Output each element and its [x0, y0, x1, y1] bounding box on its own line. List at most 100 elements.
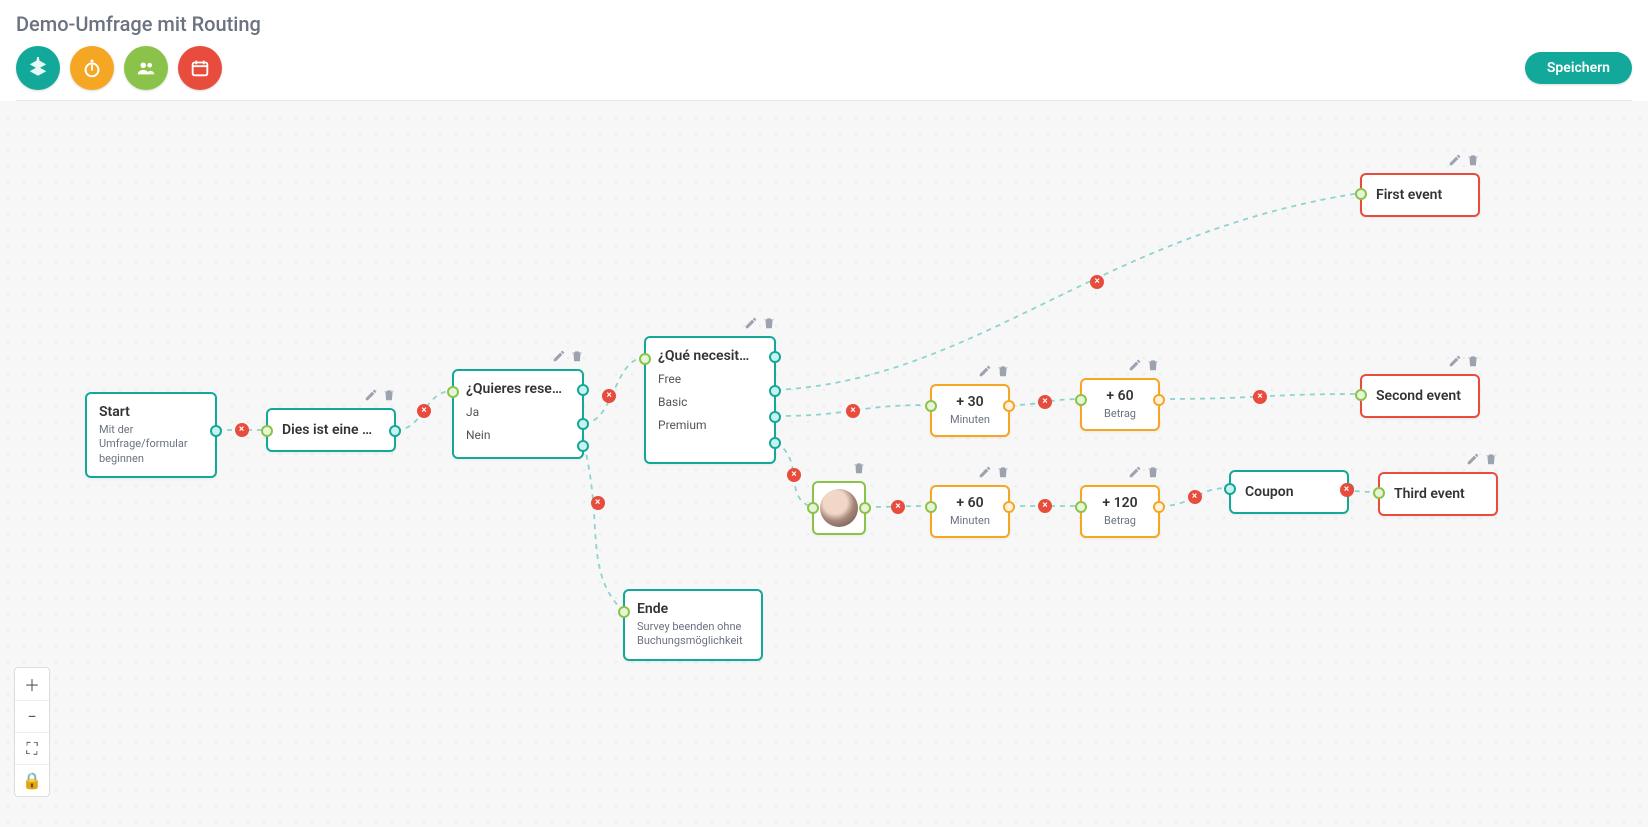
edge-delete-icon[interactable]: × [787, 468, 801, 482]
port-in[interactable] [1075, 394, 1087, 406]
edit-icon[interactable] [1128, 358, 1142, 376]
port-in[interactable] [261, 425, 273, 437]
node-actions [1448, 354, 1480, 372]
port-in[interactable] [639, 353, 651, 365]
trash-icon[interactable] [996, 364, 1010, 382]
edit-icon[interactable] [1466, 452, 1480, 470]
trash-icon[interactable] [1484, 452, 1498, 470]
port-out[interactable] [210, 425, 222, 437]
port-out[interactable] [577, 384, 589, 396]
edge-delete-icon[interactable]: × [846, 404, 860, 418]
port-option[interactable] [769, 411, 781, 423]
node-title: + 120 [1096, 495, 1144, 511]
node-ev2[interactable]: Second event [1360, 374, 1480, 418]
port-in[interactable] [925, 400, 937, 412]
port-option[interactable] [577, 440, 589, 452]
trash-icon[interactable] [570, 349, 584, 367]
trash-icon[interactable] [1146, 465, 1160, 483]
trash-icon[interactable] [1146, 358, 1160, 376]
edit-icon[interactable] [364, 388, 378, 406]
trash-icon[interactable] [1466, 153, 1480, 171]
edge-delete-icon[interactable]: × [1340, 483, 1354, 497]
node-add60b[interactable]: + 60Betrag [1080, 378, 1160, 431]
edge-delete-icon[interactable]: × [1038, 395, 1052, 409]
flow-canvas[interactable]: ＋ − ⛶ 🔒 StartMit der Umfrage/formular be… [0, 110, 1648, 827]
port-out[interactable] [1153, 394, 1165, 406]
zoom-in-button[interactable]: ＋ [15, 668, 49, 700]
edit-icon[interactable] [552, 349, 566, 367]
tool-add-layer-button[interactable]: + [16, 46, 60, 90]
port-out[interactable] [769, 351, 781, 363]
trash-icon[interactable] [762, 316, 776, 334]
port-in[interactable] [1373, 487, 1385, 499]
edit-icon[interactable] [744, 316, 758, 334]
node-actions [364, 388, 396, 406]
node-add120[interactable]: + 120Betrag [1080, 485, 1160, 538]
port-out[interactable] [1003, 501, 1015, 513]
edge-delete-icon[interactable]: × [1038, 499, 1052, 513]
tool-timer-button[interactable] [70, 46, 114, 90]
node-avatar[interactable] [812, 481, 866, 535]
node-actions [978, 465, 1010, 483]
node-end[interactable]: EndeSurvey beenden ohne Buchungsmöglichk… [623, 589, 763, 661]
port-in[interactable] [618, 606, 630, 618]
node-add30[interactable]: + 30Minuten [930, 384, 1010, 437]
port-out[interactable] [1003, 400, 1015, 412]
edge-delete-icon[interactable]: × [1253, 390, 1267, 404]
node-options: JaNein [466, 405, 570, 442]
edit-icon[interactable] [1448, 153, 1462, 171]
node-title: + 30 [946, 394, 994, 410]
edit-icon[interactable] [1448, 354, 1462, 372]
option: Basic [658, 395, 762, 409]
node-start[interactable]: StartMit der Umfrage/formular beginnen [85, 392, 217, 478]
node-actions [1128, 358, 1160, 376]
trash-icon[interactable] [852, 461, 866, 479]
port-in[interactable] [807, 502, 819, 514]
node-ev3[interactable]: Third event [1378, 472, 1498, 516]
edge-delete-icon[interactable]: × [602, 389, 616, 403]
node-add60m[interactable]: + 60Minuten [930, 485, 1010, 538]
edge-delete-icon[interactable]: × [1188, 490, 1202, 504]
port-out[interactable] [389, 425, 401, 437]
trash-icon[interactable] [996, 465, 1010, 483]
node-actions [978, 364, 1010, 382]
node-title: Coupon [1245, 484, 1333, 500]
port-out[interactable] [1153, 501, 1165, 513]
node-text1[interactable]: Dies ist eine … [266, 408, 396, 452]
save-button[interactable]: Speichern [1525, 52, 1632, 84]
port-in[interactable] [1355, 389, 1367, 401]
port-out[interactable] [859, 502, 871, 514]
tool-users-button[interactable] [124, 46, 168, 90]
port-option[interactable] [769, 385, 781, 397]
port-option[interactable] [769, 437, 781, 449]
port-option[interactable] [577, 418, 589, 430]
node-ev1[interactable]: First event [1360, 173, 1480, 217]
edit-icon[interactable] [1128, 465, 1142, 483]
node-q1[interactable]: ¿Quieres rese…JaNein [452, 369, 584, 459]
zoom-fit-button[interactable]: ⛶ [15, 732, 49, 764]
edge-delete-icon[interactable]: × [1090, 275, 1104, 289]
edge-delete-icon[interactable]: × [417, 404, 431, 418]
port-in[interactable] [1075, 501, 1087, 513]
zoom-out-button[interactable]: − [15, 700, 49, 732]
edit-icon[interactable] [978, 364, 992, 382]
trash-icon[interactable] [382, 388, 396, 406]
node-subtitle: Survey beenden ohne Buchungsmöglichkeit [637, 620, 749, 649]
port-in[interactable] [447, 386, 459, 398]
edge-delete-icon[interactable]: × [891, 500, 905, 514]
node-coupon[interactable]: Coupon [1229, 470, 1349, 514]
port-in[interactable] [1224, 483, 1236, 495]
edge-delete-icon[interactable]: × [591, 496, 605, 510]
node-actions [1448, 153, 1480, 171]
trash-icon[interactable] [1466, 354, 1480, 372]
node-q2[interactable]: ¿Qué necesit…FreeBasicPremium [644, 336, 776, 464]
edit-icon[interactable] [978, 465, 992, 483]
tool-calendar-button[interactable] [178, 46, 222, 90]
lock-button[interactable]: 🔒 [15, 764, 49, 796]
node-options: FreeBasicPremium [658, 372, 762, 432]
edge-delete-icon[interactable]: × [235, 423, 249, 437]
node-subtitle: Betrag [1096, 407, 1144, 421]
port-in[interactable] [925, 501, 937, 513]
port-in[interactable] [1355, 188, 1367, 200]
toolbar-buttons: + [16, 46, 222, 90]
